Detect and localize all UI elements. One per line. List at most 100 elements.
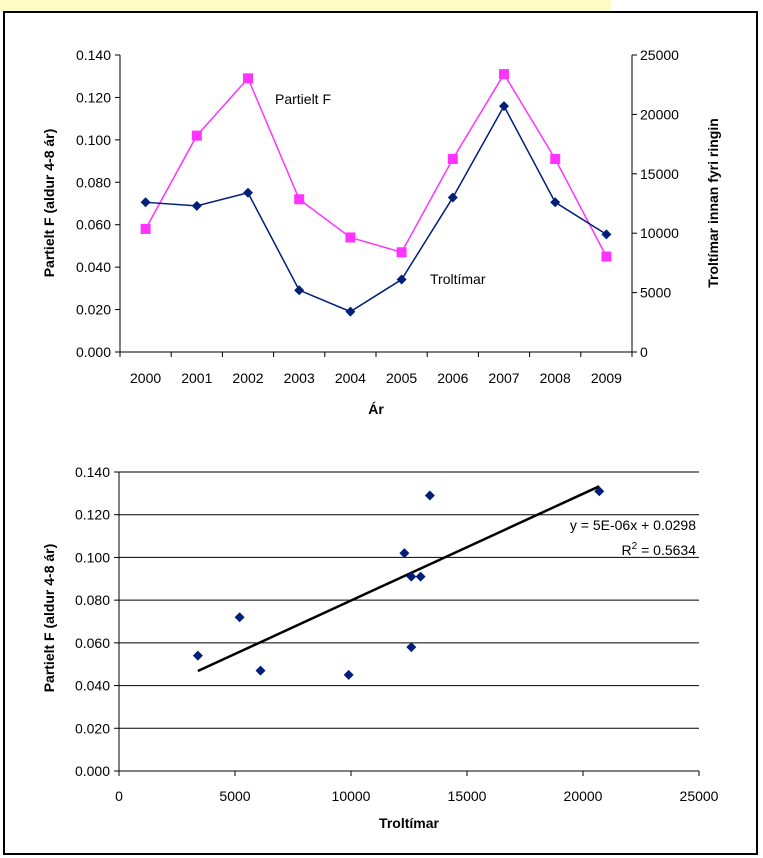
chart1-x-tick-label: 2007: [488, 370, 519, 386]
chart1-x-tick-label: 2001: [181, 370, 212, 386]
chart1-series-line-trolt-mar: [145, 104, 607, 313]
chart1-point-partielt-f: [396, 247, 407, 258]
chart2-x-axis-title: Troltímar: [379, 815, 439, 831]
chart1-point-trolt-mar: [499, 101, 509, 112]
chart1-point-trolt-mar: [447, 192, 458, 203]
chart2-y-tick-label: 0.080: [75, 592, 110, 608]
chart2-y-tick-label: 0.020: [75, 720, 110, 736]
chart1-markers: [140, 69, 612, 317]
line-chart-effort-vs-f: 0.000 0.020 0.040 0.060 0.080 0.100 0.120 0.140…: [41, 47, 721, 417]
chart1-point-partielt-f: [140, 223, 151, 234]
chart1-series-label-troltimar: Troltímar: [430, 271, 486, 287]
chart2-trend-equation: y = 5E-06x + 0.0298: [570, 517, 696, 533]
chart2-point: [594, 486, 605, 497]
chart2-point: [406, 571, 417, 582]
chart1-y-tick-labels: 0.000 0.020 0.040 0.060 0.080 0.100 0.120 0.140: [76, 47, 111, 360]
chart1-point-partielt-f: [294, 194, 305, 205]
chart2-axes: [114, 471, 700, 776]
chart1-series-lines: [144, 72, 608, 313]
chart1-x-tick-label: 2000: [130, 370, 161, 386]
chart2-trendline: [197, 485, 600, 673]
chart1-y2-tick-label: 15000: [640, 166, 679, 182]
chart1-y-tick-label: 0.120: [76, 89, 111, 105]
chart1-x-tick-labels: 2000 2001 2002 2003 2004 2005 2006 2007 2008 2009: [130, 370, 622, 386]
chart2-point: [406, 642, 417, 653]
frame-border: [3, 11, 758, 855]
header-strip: [0, 0, 611, 12]
chart1-y2-tick-label: 0: [640, 344, 648, 360]
chart1-y2-axis-title: Troltímar innan fyri ringin: [705, 118, 721, 288]
chart1-point-partielt-f: [191, 130, 202, 141]
chart2-points: [192, 486, 605, 680]
scatter-chart-effort-vs-f: 0.000 0.020 0.040 0.060 0.080 0.100 0.120 0.140…: [41, 464, 719, 831]
chart1-x-axis-title: Ár: [368, 401, 384, 417]
chart1-point-trolt-mar: [294, 285, 305, 296]
chart2-y-tick-labels: 0.000 0.020 0.040 0.060 0.080 0.100 0.120 0.140: [75, 464, 110, 779]
chart1-y-axis-title: Partielt F (aldur 4-8 ár): [41, 129, 57, 278]
chart2-y-tick-label: 0.100: [75, 549, 110, 565]
chart2-point: [424, 490, 435, 501]
chart1-x-tick-label: 2002: [232, 370, 263, 386]
chart1-y-tick-label: 0.140: [76, 47, 111, 63]
chart1-axes: [115, 54, 637, 357]
chart2-r2-sup: 2: [632, 541, 638, 552]
chart1-point-partielt-f: [447, 153, 458, 164]
chart2-x-tick-label: 0: [115, 788, 123, 804]
chart2-point: [415, 571, 426, 582]
chart1-y-tick-label: 0.000: [76, 344, 111, 360]
chart1-y2-tick-label: 25000: [640, 47, 679, 63]
chart2-r-squared: R2 = 0.5634: [622, 541, 697, 558]
chart1-x-tick-label: 2006: [437, 370, 468, 386]
chart1-y-tick-label: 0.080: [76, 174, 111, 190]
chart1-series-label-partielt-f: Partielt F: [275, 91, 331, 107]
chart1-point-partielt-f: [243, 73, 253, 84]
chart1-y2-tick-labels: 0 5000 10000 15000 20000 25000: [640, 47, 679, 360]
chart1-point-partielt-f: [550, 153, 561, 164]
chart1-point-trolt-mar: [191, 200, 202, 211]
chart1-point-partielt-f: [499, 69, 509, 80]
chart1-x-tick-label: 2003: [284, 370, 315, 386]
chart1-point-trolt-mar: [396, 274, 407, 285]
chart2-x-tick-label: 10000: [332, 788, 371, 804]
chart1-point-trolt-mar: [550, 197, 561, 208]
chart2-x-tick-labels: 0 5000 10000 15000 20000 25000: [115, 788, 719, 804]
chart2-x-tick-label: 15000: [448, 788, 487, 804]
chart1-point-trolt-mar: [601, 229, 612, 240]
chart1-y-tick-label: 0.040: [76, 259, 111, 275]
chart1-point-partielt-f: [601, 251, 612, 262]
chart2-r2-value: = 0.5634: [637, 542, 696, 558]
chart2-x-tick-label: 20000: [564, 788, 603, 804]
chart1-point-trolt-mar: [243, 187, 253, 198]
chart1-y-tick-label: 0.060: [76, 217, 111, 233]
chart2-r2-base: R: [622, 542, 632, 558]
chart1-y2-tick-label: 5000: [640, 285, 671, 301]
chart2-point: [234, 612, 245, 623]
chart1-x-tick-label: 2008: [540, 370, 571, 386]
chart1-x-tick-label: 2004: [335, 370, 366, 386]
chart2-y-tick-label: 0.140: [75, 464, 110, 480]
chart1-x-tick-label: 2009: [591, 370, 622, 386]
chart2-y-tick-label: 0.000: [75, 763, 110, 779]
chart2-x-tick-label: 5000: [219, 788, 250, 804]
chart1-y-tick-label: 0.100: [76, 132, 111, 148]
chart1-point-trolt-mar: [140, 197, 151, 208]
chart1-series-line-partielt-f: [144, 72, 608, 257]
chart2-y-tick-label: 0.040: [75, 678, 110, 694]
chart1-y-tick-label: 0.020: [76, 302, 111, 318]
chart2-y-axis-title: Partielt F (aldur 4-8 ár): [41, 544, 57, 693]
chart2-point: [255, 665, 266, 676]
chart2-trend-line: [197, 485, 600, 673]
chart2-point: [343, 669, 354, 680]
chart2-x-tick-label: 25000: [680, 788, 719, 804]
chart2-gridlines: [119, 471, 699, 772]
chart1-y2-tick-label: 10000: [640, 225, 679, 241]
chart2-y-tick-label: 0.060: [75, 635, 110, 651]
chart1-point-trolt-mar: [345, 306, 356, 317]
chart1-point-partielt-f: [345, 232, 356, 243]
chart1-x-tick-label: 2005: [386, 370, 417, 386]
chart2-point: [192, 650, 203, 661]
chart2-y-tick-label: 0.120: [75, 507, 110, 523]
chart2-point: [399, 548, 410, 559]
chart1-y2-tick-label: 20000: [640, 106, 679, 122]
